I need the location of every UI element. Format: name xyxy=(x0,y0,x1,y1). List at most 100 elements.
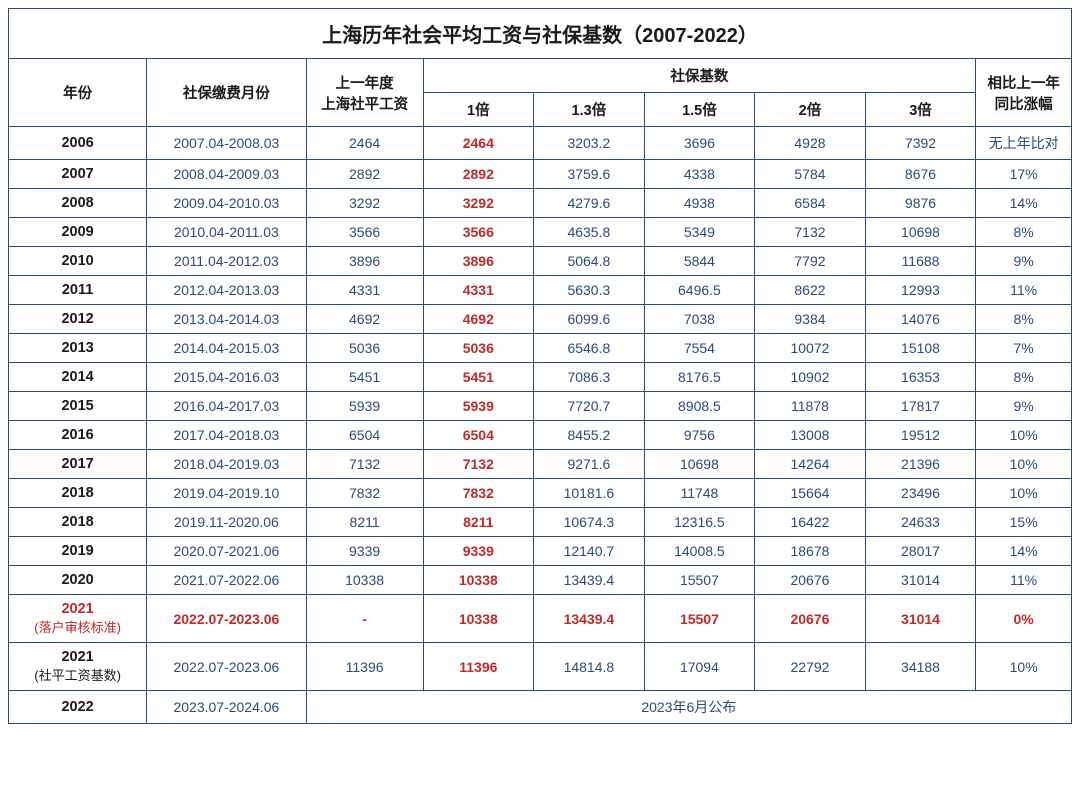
cell-m13: 10674.3 xyxy=(534,508,645,537)
table-row: 20172018.04-2019.03713271329271.61069814… xyxy=(9,450,1072,479)
cell-m2: 7792 xyxy=(755,247,866,276)
cell-m3: 10698 xyxy=(865,218,976,247)
cell-period: 2019.11-2020.06 xyxy=(147,508,306,537)
table-row: 20162017.04-2018.03650465048455.29756130… xyxy=(9,421,1072,450)
col-m15: 1.5倍 xyxy=(644,93,755,127)
cell-prev-wage: 2892 xyxy=(306,160,423,189)
cell-period: 2015.04-2016.03 xyxy=(147,363,306,392)
cell-m1: 5036 xyxy=(423,334,534,363)
cell-yoy: 8% xyxy=(976,363,1072,392)
col-m3: 3倍 xyxy=(865,93,976,127)
cell-m1: 3566 xyxy=(423,218,534,247)
cell-m1: 4692 xyxy=(423,305,534,334)
cell-m2: 9384 xyxy=(755,305,866,334)
cell-m13: 10181.6 xyxy=(534,479,645,508)
cell-m13: 12140.7 xyxy=(534,537,645,566)
cell-m3: 24633 xyxy=(865,508,976,537)
cell-prev-wage: 4331 xyxy=(306,276,423,305)
cell-prev-wage: 3566 xyxy=(306,218,423,247)
cell-period: 2007.04-2008.03 xyxy=(147,127,306,160)
cell-m15: 7038 xyxy=(644,305,755,334)
cell-m2: 7132 xyxy=(755,218,866,247)
cell-m3: 17817 xyxy=(865,392,976,421)
cell-yoy: 11% xyxy=(976,566,1072,595)
cell-yoy: 17% xyxy=(976,160,1072,189)
cell-m15: 4338 xyxy=(644,160,755,189)
cell-m2: 14264 xyxy=(755,450,866,479)
cell-m2: 20676 xyxy=(755,566,866,595)
cell-year: 2010 xyxy=(9,247,147,276)
cell-m15: 8908.5 xyxy=(644,392,755,421)
table-body: 20062007.04-2008.03246424643203.23696492… xyxy=(9,127,1072,724)
col-m2: 2倍 xyxy=(755,93,866,127)
cell-yoy: 11% xyxy=(976,276,1072,305)
cell-year: 2018 xyxy=(9,508,147,537)
cell-m15: 14008.5 xyxy=(644,537,755,566)
cell-m13: 13439.4 xyxy=(534,595,645,643)
cell-yoy: 9% xyxy=(976,247,1072,276)
cell-m13: 6546.8 xyxy=(534,334,645,363)
cell-yoy: 15% xyxy=(976,508,1072,537)
cell-period: 2017.04-2018.03 xyxy=(147,421,306,450)
cell-m3: 12993 xyxy=(865,276,976,305)
cell-period: 2014.04-2015.03 xyxy=(147,334,306,363)
table-row: 20072008.04-2009.03289228923759.64338578… xyxy=(9,160,1072,189)
table-row: 20122013.04-2014.03469246926099.67038938… xyxy=(9,305,1072,334)
cell-m13: 4279.6 xyxy=(534,189,645,218)
col-prev-wage: 上一年度 上海社平工资 xyxy=(306,59,423,127)
table-row: 20062007.04-2008.03246424643203.23696492… xyxy=(9,127,1072,160)
cell-period: 2009.04-2010.03 xyxy=(147,189,306,218)
cell-m3: 21396 xyxy=(865,450,976,479)
col-period: 社保缴费月份 xyxy=(147,59,306,127)
cell-m3: 8676 xyxy=(865,160,976,189)
cell-m3: 23496 xyxy=(865,479,976,508)
cell-yoy: 14% xyxy=(976,189,1072,218)
cell-m2: 20676 xyxy=(755,595,866,643)
cell-period: 2013.04-2014.03 xyxy=(147,305,306,334)
cell-prev-wage: 8211 xyxy=(306,508,423,537)
table-row: 20092010.04-2011.03356635664635.85349713… xyxy=(9,218,1072,247)
cell-period: 2023.07-2024.06 xyxy=(147,691,306,724)
cell-m1: 6504 xyxy=(423,421,534,450)
cell-m2: 4928 xyxy=(755,127,866,160)
cell-prev-wage: 5451 xyxy=(306,363,423,392)
cell-yoy: 14% xyxy=(976,537,1072,566)
cell-year: 2018 xyxy=(9,479,147,508)
col-m13: 1.3倍 xyxy=(534,93,645,127)
col-base-group: 社保基数 xyxy=(423,59,976,93)
cell-m3: 31014 xyxy=(865,566,976,595)
table-row: 20182019.11-2020.068211821110674.312316.… xyxy=(9,508,1072,537)
cell-m2: 13008 xyxy=(755,421,866,450)
cell-yoy: 10% xyxy=(976,643,1072,691)
cell-year: 2006 xyxy=(9,127,147,160)
cell-period: 2022.07-2023.06 xyxy=(147,643,306,691)
cell-year: 2008 xyxy=(9,189,147,218)
cell-m1: 7832 xyxy=(423,479,534,508)
cell-m13: 13439.4 xyxy=(534,566,645,595)
cell-m13: 7720.7 xyxy=(534,392,645,421)
cell-period: 2022.07-2023.06 xyxy=(147,595,306,643)
cell-m1: 3896 xyxy=(423,247,534,276)
cell-note: 2023年6月公布 xyxy=(306,691,1071,724)
cell-m1: 3292 xyxy=(423,189,534,218)
cell-m2: 10072 xyxy=(755,334,866,363)
cell-m15: 9756 xyxy=(644,421,755,450)
cell-m15: 3696 xyxy=(644,127,755,160)
cell-yoy: 9% xyxy=(976,392,1072,421)
cell-year: 2012 xyxy=(9,305,147,334)
cell-m3: 34188 xyxy=(865,643,976,691)
cell-m1: 11396 xyxy=(423,643,534,691)
table-row: 20202021.07-2022.06103381033813439.41550… xyxy=(9,566,1072,595)
cell-period: 2010.04-2011.03 xyxy=(147,218,306,247)
cell-prev-wage: 7132 xyxy=(306,450,423,479)
cell-m3: 9876 xyxy=(865,189,976,218)
cell-m3: 7392 xyxy=(865,127,976,160)
cell-m3: 19512 xyxy=(865,421,976,450)
cell-m2: 6584 xyxy=(755,189,866,218)
cell-m1: 8211 xyxy=(423,508,534,537)
cell-yoy: 10% xyxy=(976,421,1072,450)
cell-m2: 22792 xyxy=(755,643,866,691)
cell-period: 2011.04-2012.03 xyxy=(147,247,306,276)
cell-period: 2008.04-2009.03 xyxy=(147,160,306,189)
cell-m15: 4938 xyxy=(644,189,755,218)
